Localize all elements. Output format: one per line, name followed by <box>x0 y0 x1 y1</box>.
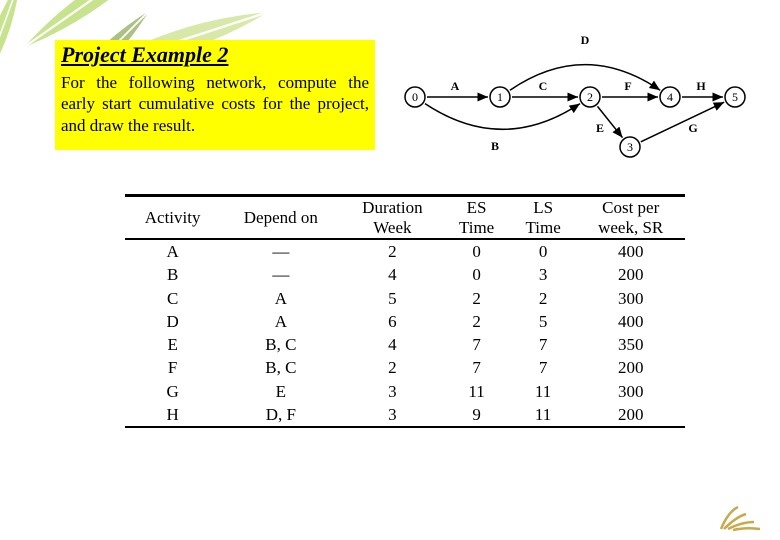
diagram-edge-label: F <box>624 79 631 93</box>
table-cell: 0 <box>443 239 510 263</box>
table-cell: 9 <box>443 403 510 427</box>
table-cell: 4 <box>341 333 443 356</box>
diagram-edge <box>510 65 660 91</box>
col-header: Activity <box>125 196 220 240</box>
table-cell: 0 <box>443 263 510 286</box>
table-row: GE31111300 <box>125 380 685 403</box>
table-cell: 2 <box>341 356 443 379</box>
table-cell: 200 <box>576 263 685 286</box>
diagram-edge-label: E <box>596 121 604 135</box>
table-cell: — <box>220 239 341 263</box>
table-cell: 2 <box>443 287 510 310</box>
diagram-node-label: 4 <box>667 90 673 104</box>
table-row: B—403200 <box>125 263 685 286</box>
table-row: FB, C277200 <box>125 356 685 379</box>
table-cell: 350 <box>576 333 685 356</box>
diagram-node-label: 2 <box>587 90 593 104</box>
table-cell: 7 <box>443 333 510 356</box>
table-cell: D, F <box>220 403 341 427</box>
diagram-edge <box>425 104 580 130</box>
diagram-edge-label: G <box>688 121 697 135</box>
table-cell: H <box>125 403 220 427</box>
table-cell: B <box>125 263 220 286</box>
table-cell: B, C <box>220 333 341 356</box>
col-header: LSTime <box>510 196 577 240</box>
table-cell: D <box>125 310 220 333</box>
table-cell: B, C <box>220 356 341 379</box>
table-cell: — <box>220 263 341 286</box>
table-row: EB, C477350 <box>125 333 685 356</box>
table-cell: 200 <box>576 356 685 379</box>
table-row: A—200400 <box>125 239 685 263</box>
table-row: HD, F3911200 <box>125 403 685 427</box>
col-header: DurationWeek <box>341 196 443 240</box>
table-cell: E <box>220 380 341 403</box>
table-cell: 11 <box>443 380 510 403</box>
diagram-edge-label: C <box>539 79 548 93</box>
table-cell: 200 <box>576 403 685 427</box>
diagram-node-label: 1 <box>497 90 503 104</box>
table-cell: 400 <box>576 310 685 333</box>
corner-decoration-icon <box>718 492 768 532</box>
table-cell: 3 <box>341 403 443 427</box>
table-cell: 11 <box>510 380 577 403</box>
table-cell: 4 <box>341 263 443 286</box>
table-cell: 6 <box>341 310 443 333</box>
table-cell: 2 <box>510 287 577 310</box>
table-cell: 7 <box>510 333 577 356</box>
col-header: Cost perweek, SR <box>576 196 685 240</box>
network-diagram: A C F H B D E G 0 1 2 3 4 5 <box>395 32 755 172</box>
table-cell: G <box>125 380 220 403</box>
table-cell: 5 <box>341 287 443 310</box>
page-title: Project Example 2 <box>61 42 369 68</box>
table-cell: 7 <box>443 356 510 379</box>
table-cell: 2 <box>443 310 510 333</box>
table-cell: 5 <box>510 310 577 333</box>
col-header: Depend on <box>220 196 341 240</box>
table-cell: 0 <box>510 239 577 263</box>
table-cell: A <box>220 287 341 310</box>
table-row: DA625400 <box>125 310 685 333</box>
table-cell: A <box>125 239 220 263</box>
diagram-edge <box>641 102 724 142</box>
activity-table-wrap: ActivityDepend onDurationWeekESTimeLSTim… <box>125 194 685 428</box>
diagram-node-label: 0 <box>412 90 418 104</box>
table-cell: F <box>125 356 220 379</box>
diagram-edge-label: A <box>451 79 460 93</box>
table-cell: C <box>125 287 220 310</box>
table-cell: E <box>125 333 220 356</box>
table-row: CA522300 <box>125 287 685 310</box>
title-block: Project Example 2 For the following netw… <box>55 40 375 150</box>
diagram-node-label: 3 <box>627 140 633 154</box>
table-cell: A <box>220 310 341 333</box>
table-cell: 2 <box>341 239 443 263</box>
activity-table: ActivityDepend onDurationWeekESTimeLSTim… <box>125 194 685 428</box>
table-cell: 300 <box>576 380 685 403</box>
table-cell: 3 <box>510 263 577 286</box>
table-cell: 7 <box>510 356 577 379</box>
diagram-edge-label: H <box>696 79 706 93</box>
table-cell: 3 <box>341 380 443 403</box>
diagram-edge-label: D <box>581 33 590 47</box>
col-header: ESTime <box>443 196 510 240</box>
diagram-node-label: 5 <box>732 90 738 104</box>
diagram-edge-label: B <box>491 139 499 153</box>
description-text: For the following network, compute the e… <box>61 72 369 136</box>
table-cell: 11 <box>510 403 577 427</box>
table-cell: 300 <box>576 287 685 310</box>
table-cell: 400 <box>576 239 685 263</box>
